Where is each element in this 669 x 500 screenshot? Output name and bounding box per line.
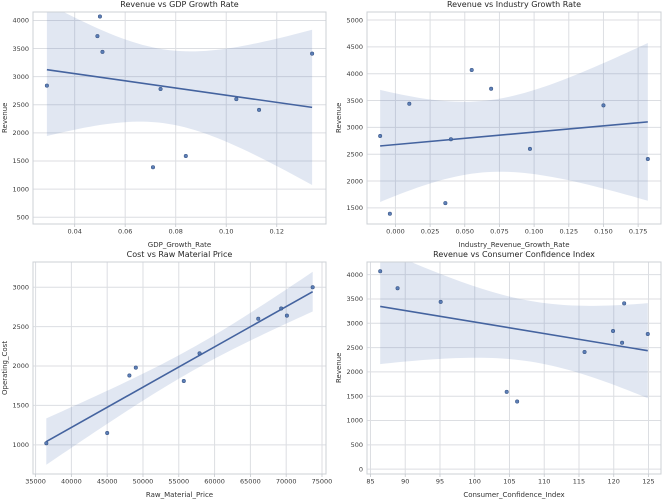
svg-text:120: 120 [608,478,620,486]
svg-text:2000: 2000 [346,177,363,185]
y-axis-label: Revenue [335,102,343,134]
svg-text:105: 105 [503,478,515,486]
svg-text:3000: 3000 [346,319,363,327]
svg-text:0: 0 [359,465,363,473]
svg-text:3000: 3000 [346,124,363,132]
svg-text:45000: 45000 [97,478,118,486]
svg-text:2000: 2000 [12,362,29,370]
svg-text:2500: 2500 [346,344,363,352]
svg-text:3500: 3500 [346,295,363,303]
chart-title: Cost vs Raw Material Price [126,250,233,259]
svg-text:0.150: 0.150 [594,228,613,236]
svg-text:0.050: 0.050 [455,228,474,236]
svg-text:0.12: 0.12 [270,228,284,236]
svg-text:5000: 5000 [346,16,363,24]
panel-revenue-vs-consumer-confidence-index: 85 90 95 100 105 110 115 120 125 0 500 1000 1500 2000… [334,250,669,500]
svg-text:1000: 1000 [12,441,29,449]
svg-text:2000: 2000 [12,129,29,137]
svg-text:75000: 75000 [312,478,333,486]
x-axis-label: GDP_Growth_Rate [147,241,212,249]
svg-text:85: 85 [366,478,374,486]
svg-text:4500: 4500 [346,43,363,51]
svg-text:4000: 4000 [12,17,29,25]
svg-text:70000: 70000 [276,478,297,486]
svg-text:0.075: 0.075 [490,228,509,236]
svg-text:2000: 2000 [346,368,363,376]
svg-text:1500: 1500 [346,392,363,400]
chart-title: Revenue vs Consumer Confidence Index [433,250,595,259]
svg-text:0.06: 0.06 [118,228,132,236]
svg-text:1500: 1500 [12,402,29,410]
x-axis-label: Raw_Material_Price [145,491,214,499]
scatter-plot-cost-vs-raw-material-price: 35000 40000 45000 50000 55000 60000 65000 70000… [12,261,333,486]
svg-text:4000: 4000 [346,271,363,279]
svg-text:110: 110 [538,478,550,486]
svg-text:4000: 4000 [346,70,363,78]
svg-text:95: 95 [436,478,444,486]
svg-text:55000: 55000 [168,478,189,486]
svg-text:0.100: 0.100 [525,228,544,236]
svg-text:2500: 2500 [346,150,363,158]
svg-text:1500: 1500 [346,204,363,212]
svg-text:0.125: 0.125 [559,228,578,236]
svg-text:500: 500 [17,213,29,221]
x-axis-label: Consumer_Confidence_Index [463,491,565,499]
scatter-plot-revenue-vs-consumer-confidence-index: 85 90 95 100 105 110 115 120 125 0 500 1000 1500 2000… [346,261,662,486]
svg-text:1500: 1500 [12,157,29,165]
svg-text:50000: 50000 [133,478,154,486]
svg-text:115: 115 [573,478,585,486]
x-axis-label: Industry_Revenue_Growth_Rate [458,241,570,249]
svg-text:0.175: 0.175 [629,228,648,236]
svg-text:3000: 3000 [12,283,29,291]
svg-text:1000: 1000 [12,185,29,193]
svg-text:0.08: 0.08 [168,228,182,236]
svg-text:125: 125 [642,478,654,486]
svg-text:90: 90 [401,478,409,486]
scatter-plot-revenue-vs-industry-growth-rate: 0.000 0.025 0.050 0.075 0.100 0.125 0.150 0.175… [346,11,662,236]
y-axis-label: Revenue [1,102,9,134]
svg-text:500: 500 [351,441,363,449]
svg-text:60000: 60000 [204,478,225,486]
panel-cost-vs-raw-material-price: 35000 40000 45000 50000 55000 60000 65000 70000… [0,250,334,500]
y-axis-label: Revenue [335,352,343,384]
svg-text:0.10: 0.10 [219,228,233,236]
svg-text:2500: 2500 [12,101,29,109]
svg-text:1000: 1000 [346,417,363,425]
scatter-plot-revenue-vs-gdp-growth-rate: 0.04 0.06 0.08 0.10 0.12 500 1000 1500 2000 2500 3… [12,11,327,236]
svg-text:0.025: 0.025 [421,228,440,236]
svg-text:35000: 35000 [25,478,46,486]
svg-text:3500: 3500 [12,45,29,53]
svg-text:0.04: 0.04 [67,228,81,236]
svg-text:0.000: 0.000 [386,228,405,236]
svg-text:65000: 65000 [240,478,261,486]
panel-revenue-vs-gdp-growth-rate: 0.04 0.06 0.08 0.10 0.12 500 1000 1500 2000 2500 3… [0,0,334,250]
svg-text:3000: 3000 [12,73,29,81]
svg-text:40000: 40000 [61,478,82,486]
svg-text:100: 100 [469,478,481,486]
svg-text:2500: 2500 [12,323,29,331]
panel-revenue-vs-industry-growth-rate: 0.000 0.025 0.050 0.075 0.100 0.125 0.150 0.175… [334,0,669,250]
y-axis-label: Operating_Cost [1,340,9,396]
chart-title: Revenue vs Industry Growth Rate [446,0,582,9]
chart-title: Revenue vs GDP Growth Rate [120,0,239,9]
svg-text:3500: 3500 [346,97,363,105]
